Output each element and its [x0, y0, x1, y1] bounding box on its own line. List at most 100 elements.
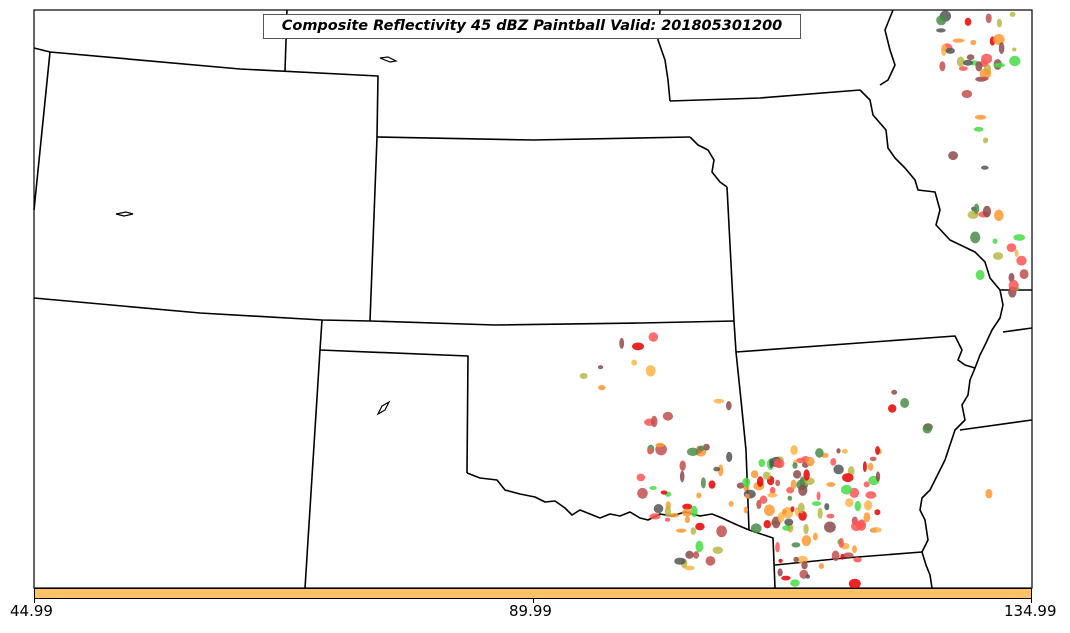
paintball-blob — [700, 477, 706, 489]
paintball-blob — [669, 513, 679, 518]
paintball-blob — [756, 476, 764, 487]
paintball-blob — [598, 384, 606, 391]
paintball-blob — [713, 466, 721, 472]
paintball-blob — [717, 464, 724, 477]
paintball-blob — [956, 56, 965, 68]
paintball-blob — [975, 269, 985, 281]
paintball-blob — [636, 473, 646, 482]
tn-border — [1002, 327, 1033, 333]
map-frame — [33, 9, 1033, 589]
colorbar — [34, 588, 1032, 599]
paintball-blob — [716, 525, 727, 538]
paintball-blob — [982, 205, 992, 218]
paintball-blob — [982, 137, 989, 144]
paintball-blob — [676, 528, 687, 533]
paintball-blob — [864, 500, 873, 511]
paintball-blob — [674, 557, 686, 565]
paintball-blob — [787, 495, 793, 501]
paintball-blob — [686, 447, 699, 456]
paintball-blob — [979, 68, 992, 79]
paintball-blob — [936, 15, 947, 26]
paintball-blob — [1013, 234, 1025, 241]
paintball-blob — [1014, 249, 1019, 258]
colorado-border — [369, 136, 378, 322]
co-south-border — [33, 297, 371, 322]
paintball-blob — [862, 461, 867, 473]
paintball-blob — [775, 541, 780, 553]
paintball-blob — [853, 557, 862, 563]
paintball-blob — [619, 337, 625, 349]
paintball-blob — [632, 342, 644, 351]
paintball-blob — [845, 498, 854, 508]
paintball-blob — [936, 28, 946, 33]
paintball-blob — [679, 460, 686, 471]
paintball-blob — [869, 456, 877, 462]
kansas-south-border — [369, 320, 735, 326]
paintball-blob — [649, 486, 657, 490]
paintball-blob — [803, 469, 810, 481]
paintball-blob — [682, 503, 693, 510]
paintball-blob — [841, 448, 848, 454]
kansas-east-border — [726, 186, 735, 322]
paintball-blob — [763, 520, 772, 529]
paintball-blob — [981, 53, 993, 64]
nebraska-border — [376, 136, 691, 141]
paintball-blob — [1008, 279, 1019, 292]
paintball-blob — [833, 464, 844, 475]
paintball-blob — [945, 47, 955, 54]
colorbar-label-mid: 89.99 — [509, 602, 552, 620]
paintball-blob — [1019, 269, 1029, 280]
paintball-blob — [803, 523, 809, 535]
paintball-blob — [653, 504, 664, 514]
paintball-blob — [750, 470, 759, 479]
missouri-river — [689, 136, 728, 188]
paintball-blob — [996, 18, 1003, 28]
paintball-blob — [867, 462, 874, 471]
paintball-blob — [801, 535, 812, 547]
paintball-blob — [775, 479, 781, 487]
wyoming-border — [33, 47, 379, 138]
paintball-blob — [812, 532, 818, 541]
paintball-blob — [875, 446, 880, 455]
paintball-blob — [698, 445, 706, 451]
paintball-blob — [660, 490, 668, 495]
paintball-blob — [958, 66, 968, 71]
paintball-blob — [1008, 272, 1015, 283]
lakes — [115, 56, 398, 416]
paintball-blob — [637, 487, 648, 499]
paintball-blob — [970, 39, 977, 46]
paintball-blob — [784, 518, 794, 526]
paintball-blob — [684, 565, 695, 571]
paintball-blob — [815, 448, 824, 458]
paintball-blob — [811, 501, 822, 506]
paintball-blob — [745, 493, 750, 499]
paintball-blob — [900, 398, 910, 408]
paintball-blob — [824, 503, 830, 511]
paintball-blob — [645, 365, 656, 377]
paintball-blob — [649, 513, 661, 520]
paintball-blob — [1006, 243, 1017, 253]
paintball-blob — [782, 525, 792, 531]
map-title: Composite Reflectivity 45 dBZ Paintball … — [263, 14, 801, 39]
paintball-blob — [851, 521, 862, 532]
paintball-blob — [826, 513, 835, 519]
paintball-blob — [992, 238, 998, 244]
paintball-blob — [939, 61, 946, 72]
paintball-blob — [1009, 11, 1016, 17]
paintball-blob — [684, 516, 691, 524]
paintball-blob — [726, 451, 733, 462]
paintball-blob — [841, 484, 852, 495]
paintball-blobs — [579, 10, 1029, 589]
paintball-blob — [998, 42, 1005, 54]
paintball-blob — [712, 546, 723, 554]
paintball-blob — [966, 54, 975, 61]
paintball-blob — [818, 563, 825, 569]
paintball-blob — [762, 471, 771, 480]
paintball-blob — [708, 480, 716, 489]
ms-border — [959, 419, 1033, 431]
paintball-blob — [764, 504, 775, 517]
paintball-blob — [964, 17, 972, 26]
paintball-blob — [797, 502, 805, 514]
nm-tx-border — [304, 349, 321, 589]
paintball-blob — [852, 545, 857, 553]
